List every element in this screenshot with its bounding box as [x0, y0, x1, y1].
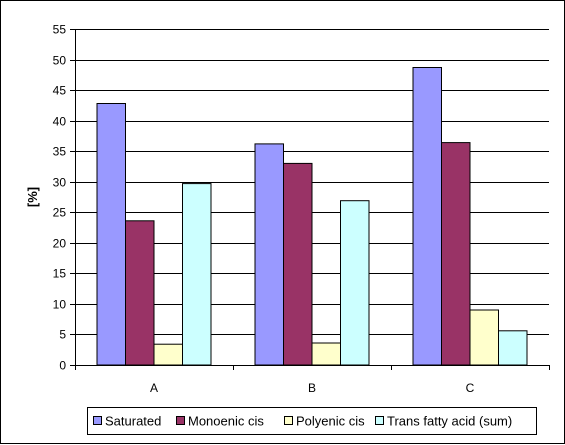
bar-monoenic-cis-a	[125, 220, 155, 366]
y-tick-label: 35	[53, 145, 67, 159]
y-tick-label: 40	[53, 115, 67, 129]
legend: Saturated Monoenic cis Polyenic cis Trans f…	[87, 407, 537, 435]
y-tick-label: 0	[59, 359, 66, 373]
bar-saturated-a	[96, 103, 126, 366]
y-tick-label: 45	[53, 84, 67, 98]
legend-box	[87, 407, 537, 435]
bars	[96, 67, 528, 366]
y-tick-label: 55	[53, 23, 67, 37]
bar-polyenic-cis-c	[469, 309, 499, 366]
legend-swatch	[93, 416, 102, 425]
legend-label: Polyenic cis	[296, 414, 365, 429]
y-tick-label: 25	[53, 206, 67, 220]
bar-monoenic-cis-c	[441, 142, 471, 366]
x-axis: A B C	[75, 365, 550, 395]
y-axis-label: [%]	[25, 187, 40, 207]
bar-saturated-b	[254, 143, 284, 366]
bar-polyenic-cis-a	[153, 343, 183, 366]
y-tick-label: 10	[53, 298, 67, 312]
y-tick-label: 5	[59, 328, 66, 342]
legend-label: Saturated	[105, 414, 161, 429]
legend-label: Monoenic cis	[188, 414, 264, 429]
bar-monoenic-cis-b	[283, 162, 313, 366]
y-tick-label: 50	[53, 54, 67, 68]
legend-swatch	[176, 416, 185, 425]
legend-swatch	[284, 416, 293, 425]
x-tick-label: B	[308, 381, 316, 395]
legend-swatch	[375, 416, 384, 425]
y-tick-label: 30	[53, 176, 67, 190]
legend-label: Trans fatty acid (sum)	[387, 414, 512, 429]
bar-trans-fatty-acid-sum-a	[182, 183, 212, 366]
x-tick-label: A	[150, 381, 158, 395]
y-tick-label: 15	[53, 267, 67, 281]
x-tick-label: C	[466, 381, 475, 395]
bar-trans-fatty-acid-sum-c	[498, 330, 528, 366]
y-tick-label: 20	[53, 237, 67, 251]
bar-saturated-c	[412, 67, 442, 366]
y-axis: 0 5 10 15 20 25 30 35 40 45 50 55	[53, 23, 76, 373]
bar-trans-fatty-acid-sum-b	[340, 200, 370, 366]
bar-polyenic-cis-b	[311, 342, 341, 366]
